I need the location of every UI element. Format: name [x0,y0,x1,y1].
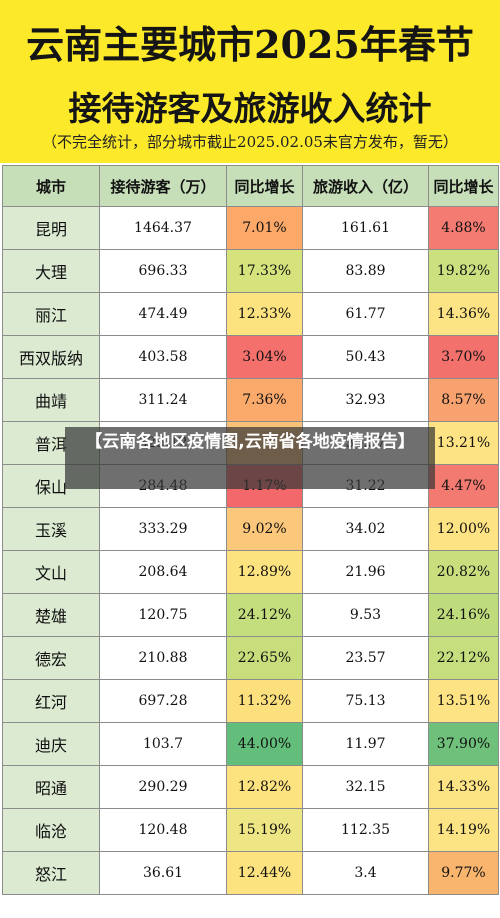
visitors-growth-cell: 7.36% [226,378,303,422]
revenue-cell: 34.02 [302,507,429,551]
visitors-cell: 697.28 [99,679,227,723]
title-line-1: 云南主要城市2025年春节 [26,22,474,67]
revenue-cell: 32.93 [302,378,429,422]
revenue-growth-cell: 14.33% [428,765,499,809]
city-cell: 怒江 [2,851,100,895]
revenue-growth-cell: 13.21% [428,421,499,465]
city-cell: 大理 [2,249,100,293]
column-header-city: 城市 [2,165,100,207]
revenue-growth-cell: 37.90% [428,722,499,766]
visitors-growth-cell: 24.12% [226,593,303,637]
visitors-growth-cell: 11.32% [226,679,303,723]
table-row: 昭通 290.29 12.82% 32.15 14.33% [2,765,499,809]
visitors-growth-cell: 17.33% [226,249,303,293]
table-row: 文山 208.64 12.89% 21.96 20.82% [2,550,499,594]
table-row: 大理 696.33 17.33% 83.89 19.82% [2,249,499,293]
visitors-growth-cell: 12.82% [226,765,303,809]
caption-overlay-text: 【云南各地区疫情图,云南省各地疫情报告】 [85,432,415,452]
visitors-growth-cell: 15.19% [226,808,303,852]
visitors-cell: 120.48 [99,808,227,852]
city-cell: 文山 [2,550,100,594]
visitors-growth-cell: 12.89% [226,550,303,594]
table-row: 迪庆 103.7 44.00% 11.97 37.90% [2,722,499,766]
table-row: 丽江 474.49 12.33% 61.77 14.36% [2,292,499,336]
revenue-growth-cell: 8.57% [428,378,499,422]
city-cell: 临沧 [2,808,100,852]
revenue-growth-cell: 22.12% [428,636,499,680]
table-header-row: 城市 接待游客（万） 同比增长 旅游收入（亿） 同比增长 [2,165,499,207]
visitors-cell: 208.64 [99,550,227,594]
visitors-cell: 403.58 [99,335,227,379]
city-cell: 昭通 [2,765,100,809]
table-row: 红河 697.28 11.32% 75.13 13.51% [2,679,499,723]
visitors-cell: 210.88 [99,636,227,680]
table-row: 昆明 1464.37 7.01% 161.61 4.88% [2,206,499,250]
visitors-cell: 290.29 [99,765,227,809]
revenue-growth-cell: 20.82% [428,550,499,594]
tourism-stats-table: 城市 接待游客（万） 同比增长 旅游收入（亿） 同比增长 昆明 1464.37 7.… [2,165,499,895]
visitors-cell: 333.29 [99,507,227,551]
revenue-cell: 21.96 [302,550,429,594]
column-header-revenue: 旅游收入（亿） [302,165,429,207]
revenue-growth-cell: 19.82% [428,249,499,293]
city-cell: 丽江 [2,292,100,336]
city-cell: 玉溪 [2,507,100,551]
table-row: 西双版纳 403.58 3.04% 50.43 3.70% [2,335,499,379]
revenue-cell: 11.97 [302,722,429,766]
revenue-growth-cell: 3.70% [428,335,499,379]
visitors-growth-cell: 22.65% [226,636,303,680]
table-row: 楚雄 120.75 24.12% 9.53 24.16% [2,593,499,637]
revenue-growth-cell: 12.00% [428,507,499,551]
city-cell: 迪庆 [2,722,100,766]
revenue-growth-cell: 24.16% [428,593,499,637]
visitors-cell: 311.24 [99,378,227,422]
city-cell: 曲靖 [2,378,100,422]
visitors-cell: 36.61 [99,851,227,895]
table-row: 临沧 120.48 15.19% 112.35 14.19% [2,808,499,852]
visitors-cell: 103.7 [99,722,227,766]
revenue-growth-cell: 4.47% [428,464,499,508]
title-banner: 云南主要城市2025年春节 接待游客及旅游收入统计 （不完全统计，部分城市截止2… [0,0,500,163]
revenue-cell: 3.4 [302,851,429,895]
revenue-cell: 9.53 [302,593,429,637]
visitors-cell: 696.33 [99,249,227,293]
visitors-growth-cell: 12.44% [226,851,303,895]
subtitle-note: （不完全统计，部分城市截止2025.02.05未官方发布，暂无） [42,133,458,151]
column-header-visitors: 接待游客（万） [99,165,227,207]
visitors-cell: 120.75 [99,593,227,637]
table-row: 玉溪 333.29 9.02% 34.02 12.00% [2,507,499,551]
caption-overlay [65,427,435,489]
visitors-growth-cell: 12.33% [226,292,303,336]
title-line-2: 接待游客及旅游收入统计 [68,89,432,128]
revenue-cell: 112.35 [302,808,429,852]
revenue-cell: 23.57 [302,636,429,680]
column-header-revenue-growth: 同比增长 [428,165,499,207]
visitors-growth-cell: 9.02% [226,507,303,551]
city-cell: 楚雄 [2,593,100,637]
revenue-cell: 50.43 [302,335,429,379]
table-row: 德宏 210.88 22.65% 23.57 22.12% [2,636,499,680]
revenue-growth-cell: 13.51% [428,679,499,723]
city-cell: 红河 [2,679,100,723]
revenue-cell: 32.15 [302,765,429,809]
visitors-cell: 1464.37 [99,206,227,250]
city-cell: 昆明 [2,206,100,250]
city-cell: 德宏 [2,636,100,680]
visitors-growth-cell: 44.00% [226,722,303,766]
table-row: 怒江 36.61 12.44% 3.4 9.77% [2,851,499,895]
column-header-visitors-growth: 同比增长 [226,165,303,207]
revenue-cell: 83.89 [302,249,429,293]
revenue-cell: 161.61 [302,206,429,250]
visitors-growth-cell: 7.01% [226,206,303,250]
visitors-cell: 474.49 [99,292,227,336]
revenue-growth-cell: 9.77% [428,851,499,895]
city-cell: 西双版纳 [2,335,100,379]
table-row: 曲靖 311.24 7.36% 32.93 8.57% [2,378,499,422]
visitors-growth-cell: 3.04% [226,335,303,379]
revenue-growth-cell: 4.88% [428,206,499,250]
revenue-cell: 75.13 [302,679,429,723]
revenue-cell: 61.77 [302,292,429,336]
revenue-growth-cell: 14.36% [428,292,499,336]
revenue-growth-cell: 14.19% [428,808,499,852]
